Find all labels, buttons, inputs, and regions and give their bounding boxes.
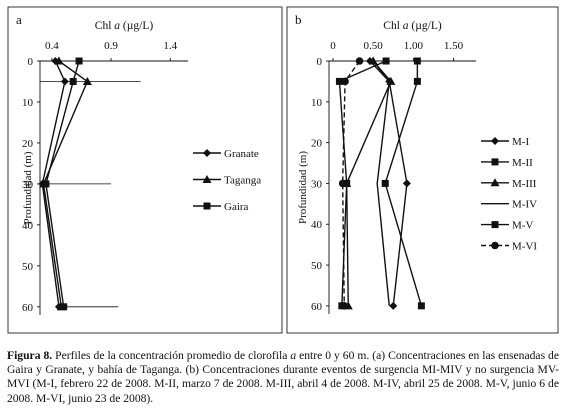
data-point-m-i	[389, 301, 398, 310]
data-point-granate	[60, 77, 69, 86]
data-point-gaira	[75, 57, 83, 65]
x-tick-label: 1.50	[444, 40, 464, 52]
data-point-m-ii	[417, 302, 425, 310]
series-line-m-v	[338, 60, 387, 306]
data-point-m-v	[335, 77, 343, 85]
y-tick-label: 40	[22, 220, 34, 232]
series-line-granate	[41, 60, 66, 307]
figure-8: a Chl a (µg/L)Profundidad (m)0.4 0.9 1.4010…	[7, 6, 559, 334]
series-line-m-vi	[341, 60, 361, 306]
legend-marker-m-i	[491, 137, 499, 145]
series-line-m-iv	[372, 60, 390, 306]
y-axis-title: Profundidad (m)	[22, 151, 34, 224]
series-line-taganga	[42, 60, 89, 307]
figure-caption: Figura 8. Perfiles de la concentración p…	[7, 349, 559, 406]
legend-label-gaira: Gaira	[224, 201, 249, 213]
series-line-m-i	[369, 60, 408, 306]
legend-label-m-i: M-I	[512, 136, 529, 148]
data-point-m-i	[402, 179, 411, 188]
data-point-m-ii	[381, 179, 389, 187]
data-point-m-vi	[355, 57, 364, 65]
legend-label-m-ii: M-II	[512, 157, 533, 169]
data-point-m-iii	[368, 56, 378, 65]
data-point-m-vi	[340, 302, 349, 310]
y-tick-label: 60	[22, 302, 34, 314]
panel-b: b Chl a (µg/L) Profundidad (m) 0 0.50 1.00 1.5…	[286, 6, 559, 334]
panel-letter: b	[295, 12, 302, 27]
y-axis-title: Profundidad (m)	[297, 151, 309, 224]
legend-marker-m-v	[491, 221, 499, 229]
x-axis-title: Chl a (µg/L)	[95, 20, 154, 32]
y-tick-label: 0	[317, 56, 323, 68]
caption-italic-a: a	[290, 349, 297, 362]
legend-label-m-iv: M-IV	[512, 199, 537, 211]
data-point-m-vi	[338, 179, 347, 188]
data-point-taganga	[82, 76, 92, 85]
x-axis-title-part: a	[403, 20, 409, 32]
y-tick-label: 10	[22, 97, 34, 109]
legend-label-m-v: M-V	[512, 220, 533, 232]
data-point-m-ii	[413, 57, 421, 65]
legend-marker-granate	[203, 149, 211, 157]
y-tick-label: 20	[22, 138, 34, 150]
y-tick-label: 0	[28, 56, 34, 68]
data-point-m-ii	[413, 77, 421, 85]
panel-b-frame	[286, 6, 559, 334]
x-axis-title: Chl a (µg/L)	[383, 20, 442, 32]
x-tick-label: 1.4	[163, 40, 177, 52]
y-tick-label: 30	[22, 179, 34, 191]
y-tick-label: 50	[22, 261, 34, 273]
data-point-gaira	[60, 303, 68, 311]
data-point-m-v	[343, 179, 351, 187]
legend-label-granate: Granate	[224, 148, 259, 160]
legend-marker-m-vi	[491, 241, 499, 250]
y-tick-label: 10	[311, 97, 323, 109]
data-point-m-vi	[341, 77, 349, 86]
caption-text-1: Perfiles de la concentración promedio de…	[52, 349, 291, 362]
series-line-gaira	[45, 60, 80, 307]
legend-marker-m-ii	[491, 158, 499, 166]
legend-marker-gaira	[203, 202, 211, 210]
x-axis-title-part: (µg/L)	[120, 20, 153, 32]
x-tick-label: 0.9	[104, 40, 118, 52]
x-tick-label: 1.00	[404, 40, 424, 52]
x-axis-title-part: Chl	[95, 20, 115, 32]
panel-a: a Chl a (µg/L)Profundidad (m)0.4 0.9 1.4010…	[7, 6, 283, 334]
x-axis-title-part: (µg/L)	[409, 20, 442, 32]
panel-letter: a	[16, 12, 22, 27]
x-axis-title-part: a	[114, 20, 120, 32]
data-point-gaira	[69, 77, 77, 85]
y-tick-label: 60	[311, 301, 323, 313]
legend-marker-taganga	[202, 175, 212, 183]
y-tick-label: 50	[311, 260, 323, 272]
y-tick-label: 40	[311, 219, 323, 231]
data-point-gaira	[42, 180, 50, 188]
legend-marker-m-iii	[490, 178, 500, 187]
x-tick-label: 0.4	[45, 40, 59, 52]
series-line-m-ii	[384, 61, 423, 307]
y-tick-label: 30	[311, 178, 323, 190]
legend-label-m-iii: M-III	[512, 178, 537, 190]
x-tick-label: 0	[330, 40, 336, 52]
caption-label: Figura 8.	[7, 349, 53, 362]
y-tick-label: 20	[311, 138, 323, 150]
x-axis-title-part: Chl	[383, 20, 403, 32]
x-tick-label: 0.50	[364, 40, 384, 52]
data-point-m-v	[382, 57, 390, 65]
data-point-taganga	[54, 56, 64, 65]
panel-a-frame	[7, 6, 283, 334]
legend-label-taganga: Taganga	[224, 175, 261, 187]
legend-label-m-vi: M-VI	[512, 241, 537, 253]
caption-text-2: entre 0 y 60 m. (a) Concentraciones en l…	[7, 349, 559, 405]
